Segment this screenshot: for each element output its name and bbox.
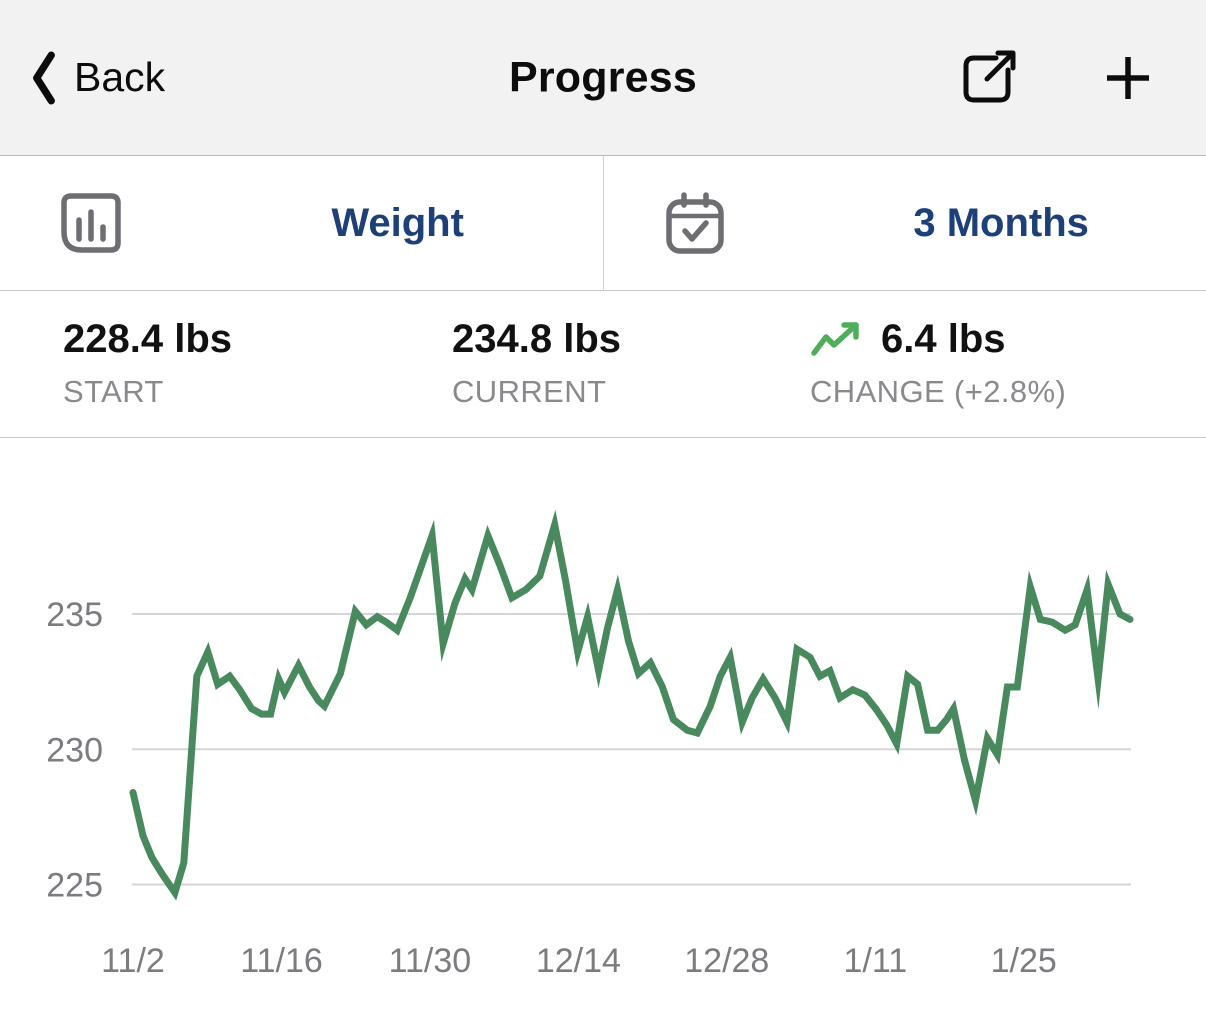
x-axis-label: 1/11 (843, 942, 907, 980)
calendar-check-icon (661, 189, 729, 257)
back-chevron-icon (30, 51, 58, 105)
page-title: Progress (508, 53, 698, 101)
weight-series-line (129, 509, 1134, 901)
stats-row: 228.4 lbs START 234.8 lbs CURRENT 6.4 lb… (0, 291, 1206, 438)
change-value: 6.4 lbs (881, 317, 1006, 361)
y-axis-label: 230 (46, 731, 103, 769)
x-axis-label: 11/30 (389, 942, 472, 980)
nav-bar: Back Progress (0, 0, 1206, 156)
x-axis-label: 11/16 (240, 942, 323, 980)
x-axis-label: 11/2 (101, 942, 165, 980)
x-axis-label: 12/14 (536, 942, 621, 980)
chart-section: 235 230 225 11/2 11/16 11/30 12/14 12/28 1/11 1/2… (0, 438, 1206, 1024)
stat-start: 228.4 lbs START (63, 317, 232, 410)
stat-current: 234.8 lbs CURRENT (452, 317, 621, 410)
metric-label: Weight (331, 200, 464, 245)
back-label: Back (74, 54, 166, 100)
start-value: 228.4 lbs (63, 317, 233, 361)
y-axis-label: 235 (46, 596, 103, 634)
range-label: 3 Months (913, 200, 1089, 245)
y-axis-label: 225 (46, 867, 103, 905)
nav-actions (956, 46, 1154, 110)
change-label: CHANGE (+2.8%) (810, 374, 1067, 409)
plus-icon (1102, 52, 1154, 104)
start-label: START (63, 374, 164, 409)
export-button[interactable] (956, 46, 1020, 110)
x-axis-label: 12/28 (684, 942, 769, 980)
weight-line-chart[interactable]: 235 230 225 11/2 11/16 11/30 12/14 12/28 1/11 1/2… (0, 438, 1206, 1024)
metric-selector[interactable]: Weight (0, 156, 603, 290)
current-label: CURRENT (452, 374, 607, 409)
stat-change: 6.4 lbs CHANGE (+2.8%) (810, 317, 1066, 410)
current-value: 234.8 lbs (452, 317, 622, 361)
back-button[interactable]: Back (30, 51, 165, 105)
trending-up-icon (810, 320, 866, 360)
add-button[interactable] (1102, 52, 1154, 104)
selector-row: Weight 3 Months (0, 156, 1206, 291)
range-selector[interactable]: 3 Months (602, 156, 1206, 290)
x-axis-label: 1/25 (991, 942, 1057, 980)
bar-chart-icon (57, 189, 125, 257)
export-icon (956, 46, 1020, 110)
